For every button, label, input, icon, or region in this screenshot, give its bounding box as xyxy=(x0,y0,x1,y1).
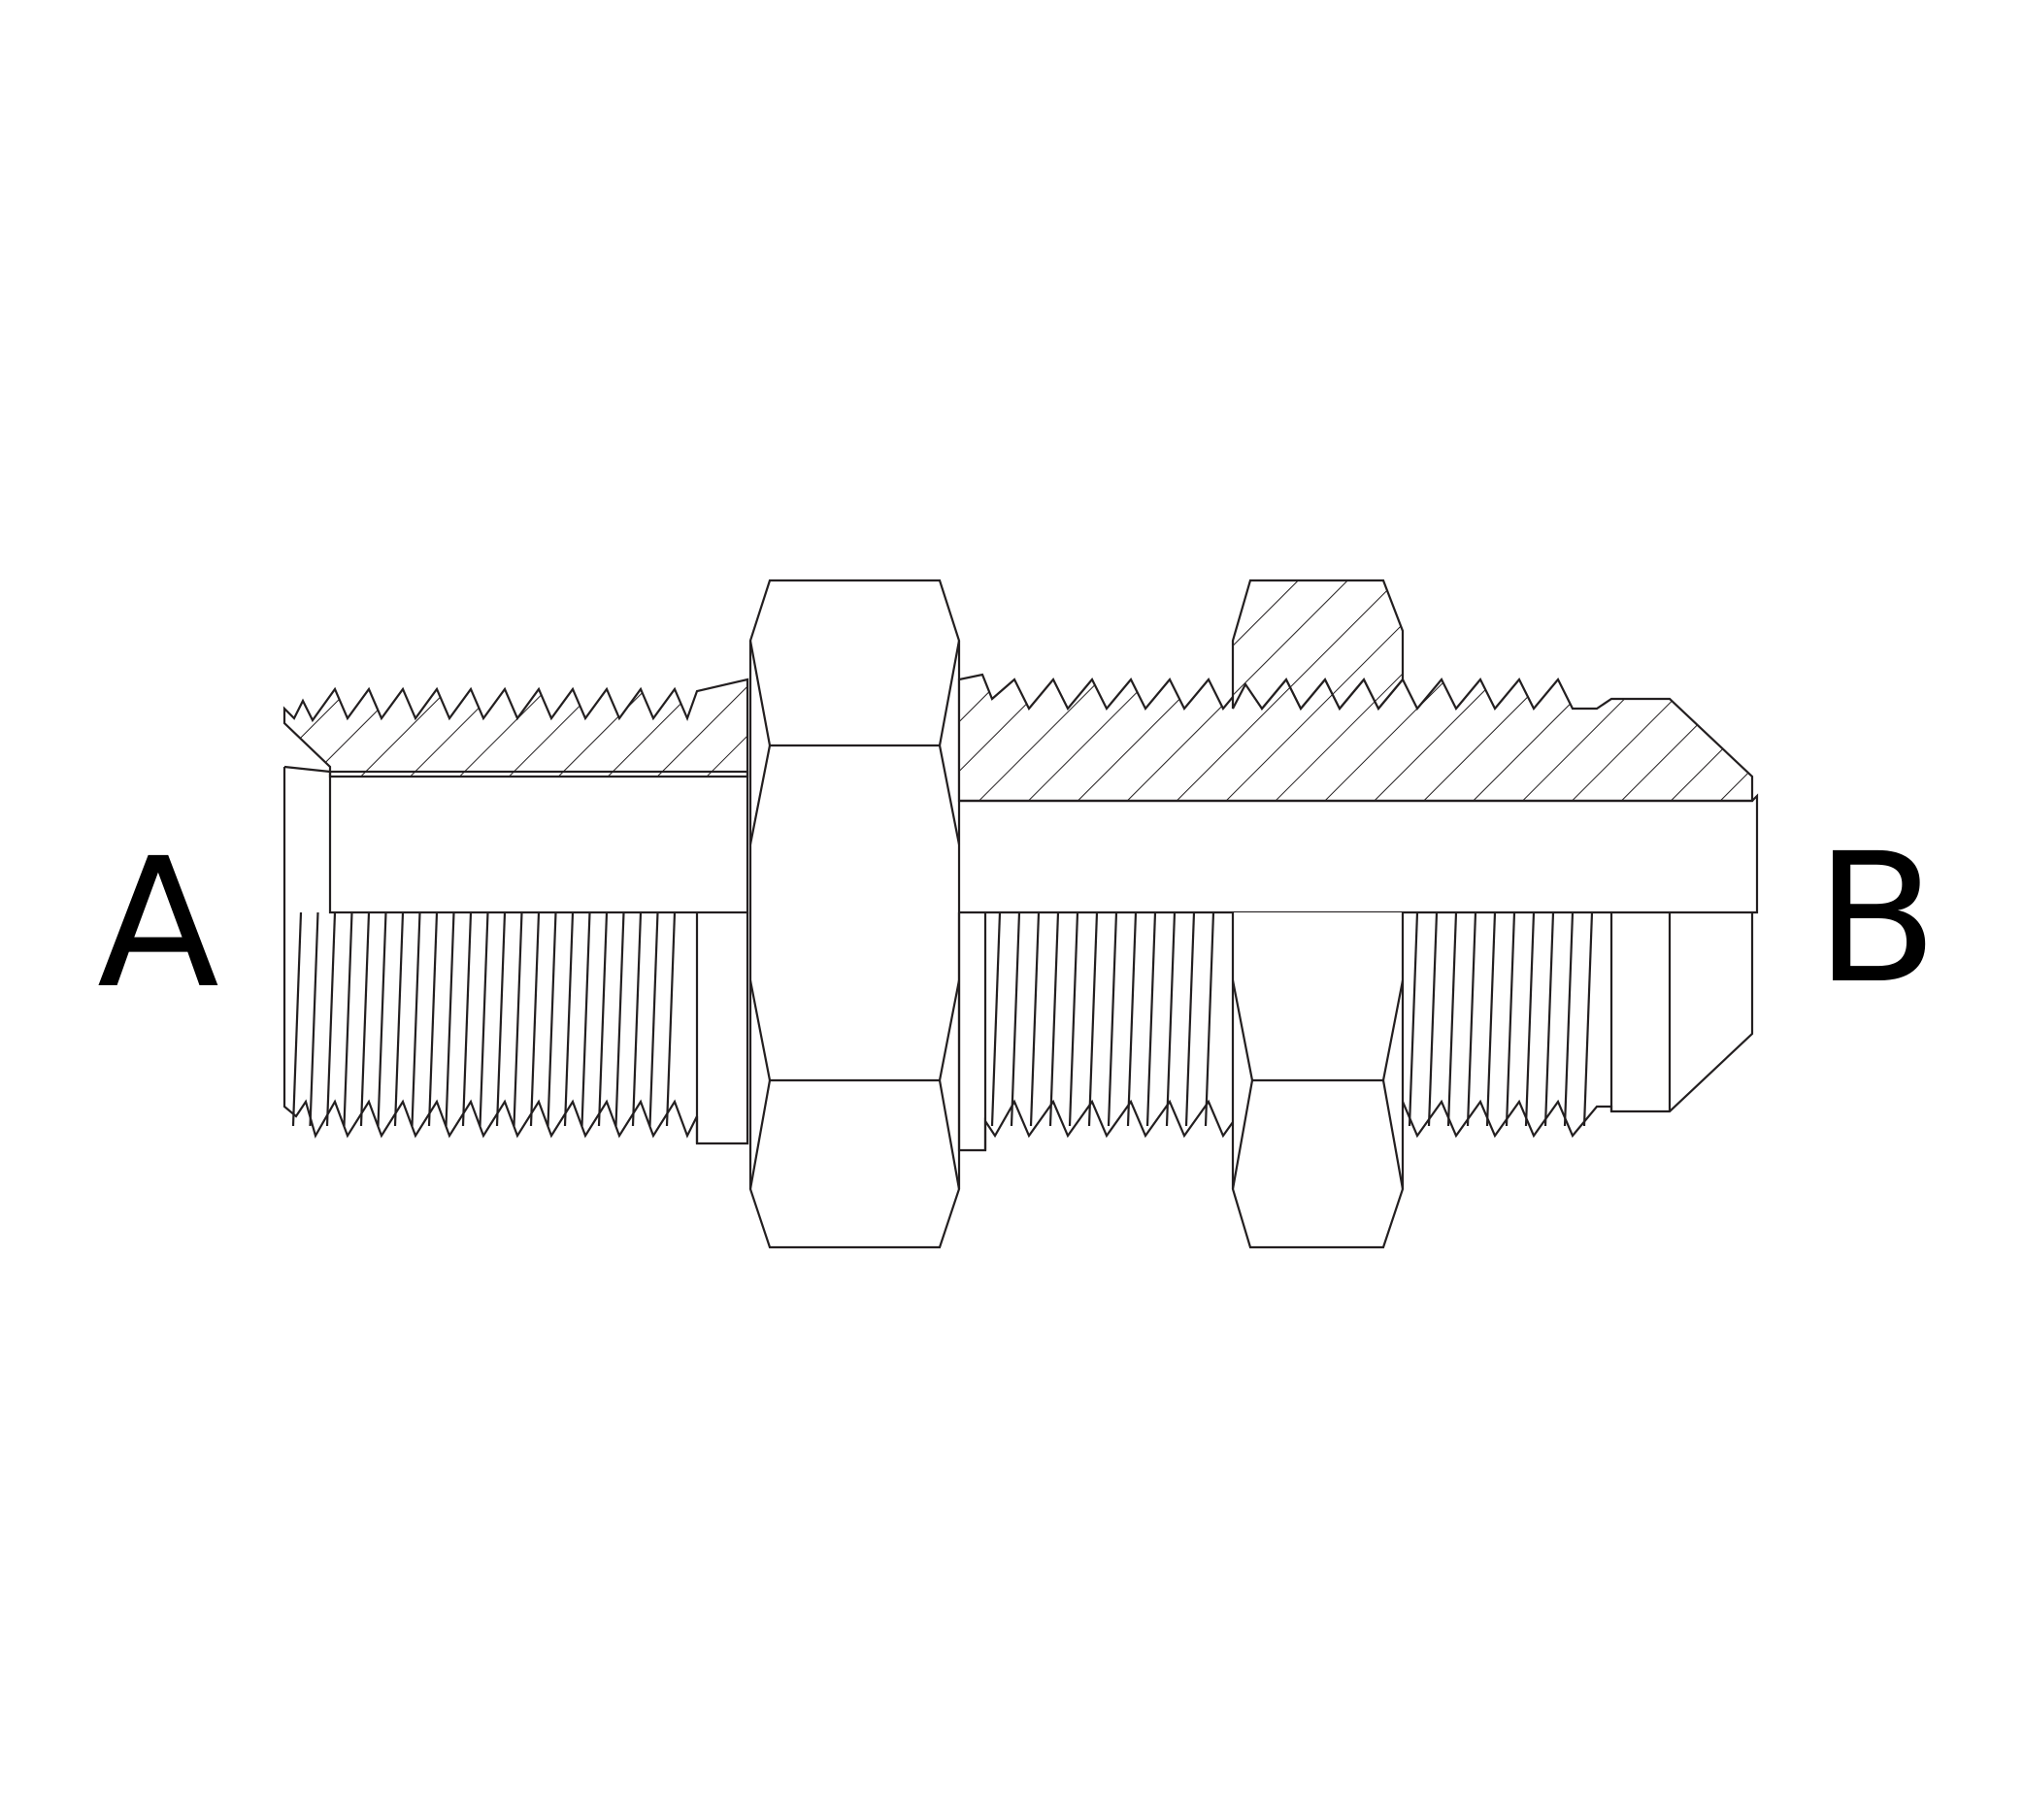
thread-flank-line xyxy=(1184,911,1196,1127)
thread-flank-line xyxy=(411,911,421,1127)
left-thread-outline-lower xyxy=(282,912,749,1145)
thread-flank-line xyxy=(614,911,625,1127)
lock-nut xyxy=(1231,579,1405,1249)
end-label-b: B xyxy=(1815,815,1938,1023)
thread-flank-line xyxy=(461,911,473,1127)
right-bore xyxy=(959,793,1759,914)
thread-flank-line xyxy=(1048,911,1060,1127)
thread-flank-line xyxy=(343,911,353,1127)
thread-flank-line xyxy=(495,911,507,1127)
thread-flank-line xyxy=(1408,911,1419,1127)
thread-flank-line xyxy=(631,911,643,1127)
thread-flank-line xyxy=(529,911,541,1127)
left-thread-flank-lines xyxy=(291,911,677,1127)
thread-flank-line xyxy=(1466,911,1477,1127)
thread-flank-line xyxy=(393,911,405,1127)
left-bore xyxy=(328,770,749,914)
thread-flank-line xyxy=(1563,911,1575,1127)
thread-flank-line xyxy=(1068,911,1079,1127)
thread-flank-line xyxy=(547,911,557,1127)
thread-flank-line xyxy=(1087,911,1099,1127)
thread-flank-line xyxy=(1427,911,1439,1127)
thread-flank-line xyxy=(1204,911,1215,1127)
thread-flank-line xyxy=(1165,911,1177,1127)
thread-flank-line xyxy=(1582,911,1594,1127)
thread-flank-line xyxy=(513,911,523,1127)
thread-flank-line xyxy=(990,911,1002,1127)
thread-flank-line xyxy=(648,911,659,1127)
thread-flank-line xyxy=(1485,911,1497,1127)
lock-nut-section-cut xyxy=(1231,579,1405,711)
end-label-a: A xyxy=(97,820,219,1028)
right-thread-section-cut xyxy=(957,673,1754,803)
thread-flank-line xyxy=(359,911,371,1127)
thread-flank-line xyxy=(1107,911,1118,1127)
right-thread-flank-lines xyxy=(990,911,1594,1127)
thread-flank-line xyxy=(580,911,591,1127)
thread-flank-line xyxy=(665,911,677,1127)
thread-flank-line xyxy=(1029,911,1041,1127)
center-hex-body xyxy=(748,579,961,1249)
thread-flank-line xyxy=(597,911,609,1127)
thread-flank-line xyxy=(1524,911,1536,1127)
thread-flank-line xyxy=(563,911,575,1127)
thread-flank-line xyxy=(445,911,455,1127)
thread-flank-line xyxy=(1505,911,1516,1127)
thread-flank-line xyxy=(1145,911,1157,1127)
thread-flank-line xyxy=(291,911,303,1127)
thread-flank-line xyxy=(1126,911,1138,1127)
left-male-thread-section xyxy=(282,678,749,1145)
thread-flank-line xyxy=(1446,911,1458,1127)
thread-flank-line xyxy=(325,911,337,1127)
thread-flank-line xyxy=(427,911,439,1127)
thread-flank-line xyxy=(1010,911,1021,1127)
thread-flank-line xyxy=(309,911,319,1127)
thread-flank-line xyxy=(377,911,387,1127)
right-male-thread-section xyxy=(957,673,1759,1152)
left-thread-section-cut xyxy=(282,678,749,778)
center-hex-outline xyxy=(748,579,961,1249)
thread-flank-line xyxy=(479,911,489,1127)
thread-flank-line xyxy=(1543,911,1555,1127)
